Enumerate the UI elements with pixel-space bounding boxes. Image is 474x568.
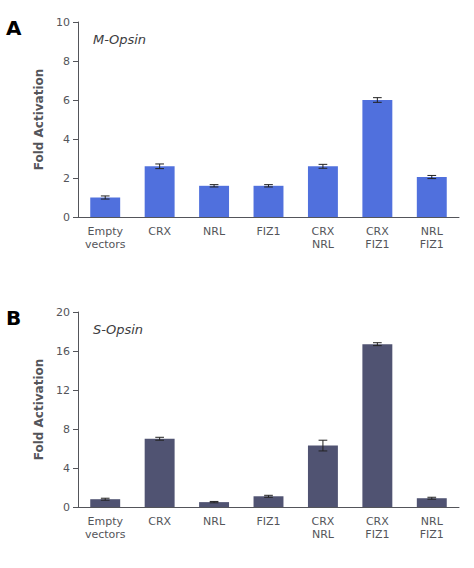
svg-text:20: 20 bbox=[56, 306, 70, 319]
svg-text:NRL: NRL bbox=[312, 528, 335, 541]
svg-text:8: 8 bbox=[63, 423, 70, 436]
svg-text:2: 2 bbox=[63, 172, 70, 185]
svg-text:12: 12 bbox=[56, 384, 70, 397]
svg-text:16: 16 bbox=[56, 345, 70, 358]
svg-text:6: 6 bbox=[63, 94, 70, 107]
svg-text:FIZ1: FIZ1 bbox=[256, 225, 280, 238]
svg-text:CRX: CRX bbox=[366, 515, 389, 528]
svg-text:FIZ1: FIZ1 bbox=[365, 528, 389, 541]
svg-text:8: 8 bbox=[63, 55, 70, 68]
svg-text:0: 0 bbox=[63, 211, 70, 224]
svg-text:vectors: vectors bbox=[85, 238, 126, 251]
svg-text:FIZ1: FIZ1 bbox=[256, 515, 280, 528]
svg-text:CRX: CRX bbox=[311, 515, 334, 528]
svg-text:Empty: Empty bbox=[87, 515, 123, 528]
svg-text:S-Opsin: S-Opsin bbox=[93, 322, 143, 337]
svg-text:NRL: NRL bbox=[421, 225, 444, 238]
svg-text:NRL: NRL bbox=[421, 515, 444, 528]
svg-text:0: 0 bbox=[63, 501, 70, 514]
svg-text:NRL: NRL bbox=[312, 238, 335, 251]
svg-text:Empty: Empty bbox=[87, 225, 123, 238]
svg-text:FIZ1: FIZ1 bbox=[420, 238, 444, 251]
svg-text:M-Opsin: M-Opsin bbox=[93, 32, 146, 47]
svg-text:CRX: CRX bbox=[148, 515, 171, 528]
svg-text:NRL: NRL bbox=[203, 515, 226, 528]
svg-text:NRL: NRL bbox=[203, 225, 226, 238]
svg-text:CRX: CRX bbox=[311, 225, 334, 238]
svg-text:vectors: vectors bbox=[85, 528, 126, 541]
svg-text:B: B bbox=[6, 306, 21, 330]
svg-text:A: A bbox=[6, 16, 22, 40]
svg-text:10: 10 bbox=[56, 16, 70, 29]
svg-text:4: 4 bbox=[63, 462, 70, 475]
svg-text:FIZ1: FIZ1 bbox=[420, 528, 444, 541]
svg-text:FIZ1: FIZ1 bbox=[365, 238, 389, 251]
svg-text:Fold Activation: Fold Activation bbox=[32, 69, 46, 171]
svg-text:CRX: CRX bbox=[148, 225, 171, 238]
svg-text:CRX: CRX bbox=[366, 225, 389, 238]
svg-text:4: 4 bbox=[63, 133, 70, 146]
svg-text:Fold Activation: Fold Activation bbox=[32, 359, 46, 461]
